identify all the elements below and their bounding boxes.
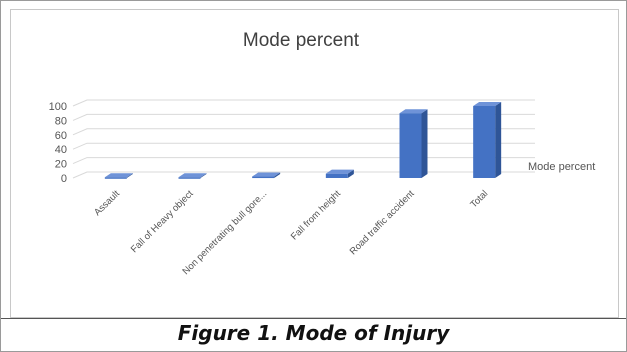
gridline	[72, 99, 535, 107]
y-tick-label: 20	[55, 159, 67, 171]
bar-front	[178, 177, 201, 179]
x-tick-label: Fall of Heavy object	[129, 188, 196, 255]
bar-chart: 0 20 40 60 80 100 Assault Fall of Heavy object…	[49, 30, 596, 277]
bar	[252, 172, 281, 179]
bar-front	[104, 177, 127, 179]
x-tick-label: Non penetrating bull gore...	[180, 188, 269, 277]
y-tick-label: 100	[49, 101, 67, 113]
legend-entry: Mode percent	[528, 161, 595, 173]
y-tick-label: 80	[55, 115, 67, 127]
y-tick-label: 0	[61, 173, 67, 185]
gridline	[72, 113, 535, 121]
gridline	[72, 142, 535, 150]
gridline	[72, 157, 535, 165]
bar-front	[473, 106, 496, 178]
bar-side	[347, 169, 354, 178]
x-tick-label: Road traffic accident	[348, 188, 417, 257]
bar-side	[274, 172, 281, 178]
bar-front	[325, 173, 348, 178]
bar-top	[473, 102, 502, 106]
bar-top	[178, 173, 207, 178]
bar-top	[252, 172, 281, 177]
bar	[473, 102, 502, 178]
gridline	[72, 171, 535, 179]
figure-caption: Figure 1. Mode of Injury	[177, 321, 450, 345]
x-tick-label: Total	[468, 188, 490, 210]
y-tick-label: 40	[55, 144, 67, 156]
bar	[104, 173, 133, 179]
bar-top	[325, 169, 354, 174]
bar	[178, 173, 207, 179]
bar-side	[126, 173, 133, 178]
bar-side	[200, 173, 207, 178]
bar-side	[421, 109, 428, 178]
bar	[399, 109, 428, 178]
bar-side	[495, 102, 502, 178]
x-tick-label: Fall from height	[289, 188, 343, 242]
chart-area: 0 20 40 60 80 100 Assault Fall of Heavy object…	[10, 9, 619, 318]
bar-front	[399, 113, 422, 178]
bar-front	[252, 176, 275, 179]
caption-divider	[1, 318, 626, 319]
chart-title: Mode percent	[243, 30, 360, 51]
gridline	[72, 128, 535, 136]
x-tick-label: Assault	[92, 188, 122, 218]
bar-top	[399, 109, 428, 114]
y-tick-label: 60	[55, 130, 67, 142]
bar-top	[104, 173, 133, 178]
bar	[325, 169, 354, 178]
